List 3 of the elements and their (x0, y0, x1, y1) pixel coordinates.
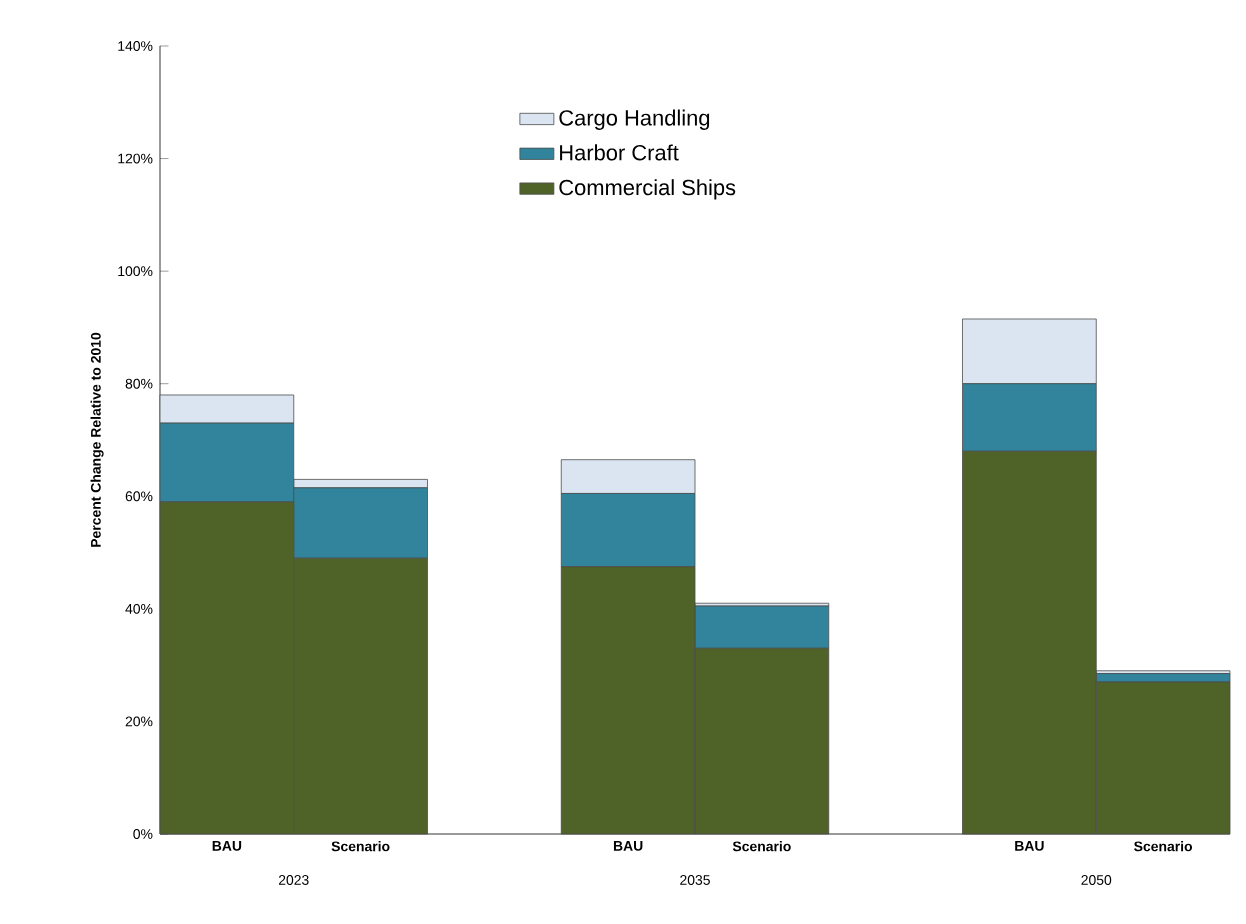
legend-label: Cargo Handling (559, 109, 710, 130)
legend-label: Harbor Craft (560, 144, 679, 161)
legend-label: Commercial Ships (559, 179, 736, 200)
